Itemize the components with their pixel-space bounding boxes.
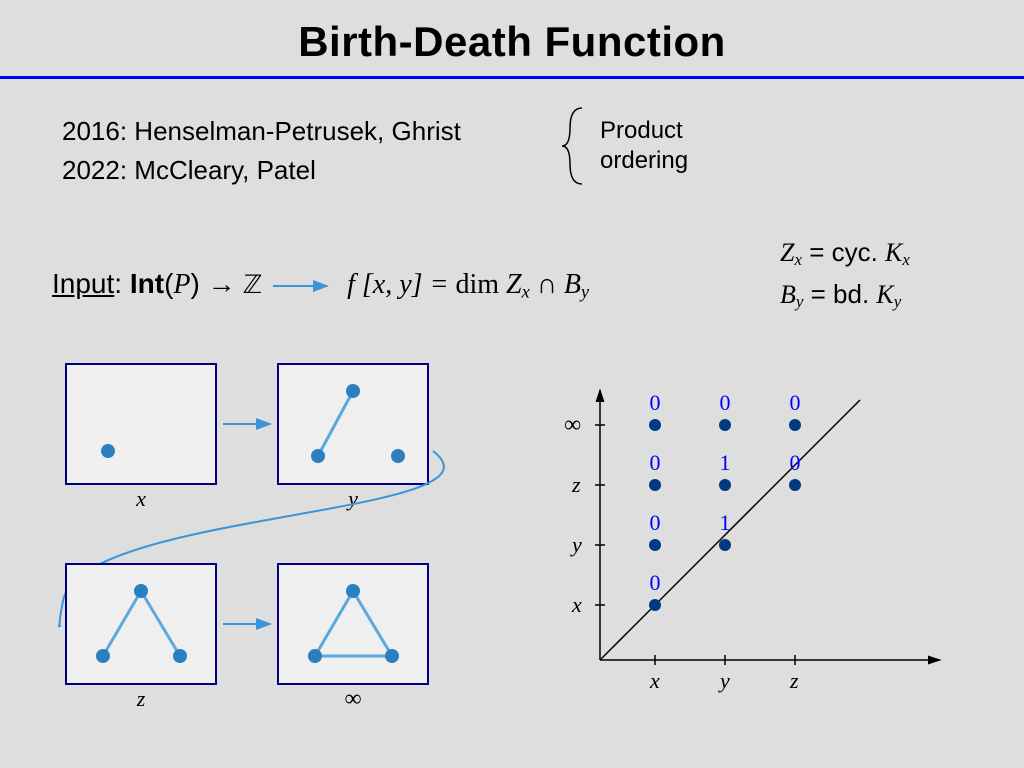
P-symbol: P — [173, 269, 190, 300]
x-tick-y: y — [718, 668, 730, 693]
val-x-x: 0 — [650, 570, 661, 595]
input-formula: Input: Int(P) → ℤ f [x, y] = dim Zx ∩ By — [52, 268, 589, 304]
val-inf-x: 0 — [650, 390, 661, 415]
box-label-inf: ∞ — [344, 686, 361, 712]
box-label-y: y — [346, 486, 358, 511]
definitions: Zx = cyc. Kx By = bd. Ky — [780, 232, 910, 315]
input-label: Input — [52, 268, 114, 299]
val-z-x: 0 — [650, 450, 661, 475]
val-y-x: 0 — [650, 510, 661, 535]
y-tick-x: x — [571, 592, 582, 617]
val-inf-z: 0 — [790, 390, 801, 415]
filtration-diagram: x y z ∞ — [58, 356, 488, 746]
y-tick-y: y — [570, 532, 582, 557]
by-def: By = bd. Ky — [780, 274, 910, 316]
box-label-x: x — [135, 486, 146, 511]
references: 2016: Henselman-Petrusek, Ghrist 2022: M… — [62, 112, 461, 190]
y-tick-inf: ∞ — [564, 412, 581, 438]
val-z-y: 1 — [720, 450, 731, 475]
slide-title: Birth-Death Function — [0, 0, 1024, 76]
brace-annotation: Product ordering — [560, 106, 688, 186]
zx-def: Zx = cyc. Kx — [780, 232, 910, 274]
integers-symbol: ℤ — [243, 272, 261, 300]
val-z-z: 0 — [790, 450, 801, 475]
val-y-y: 1 — [720, 510, 731, 535]
ref-line-2: 2022: McCleary, Patel — [62, 151, 461, 190]
brace-text-2: ordering — [600, 146, 688, 176]
brace-text-1: Product — [600, 116, 688, 146]
arrow-1: → — [208, 268, 236, 299]
f-formula: f [x, y] = dim Zx ∩ By — [347, 269, 589, 300]
blue-arrow-icon — [269, 277, 339, 295]
ref-line-1: 2016: Henselman-Petrusek, Ghrist — [62, 112, 461, 151]
title-rule — [0, 76, 1024, 79]
int-symbol: Int — [130, 268, 164, 299]
box-label-z: z — [136, 686, 146, 711]
x-tick-x: x — [649, 668, 660, 693]
val-inf-y: 0 — [720, 390, 731, 415]
persistence-grid: x y z x y z ∞ 0 0 0 0 1 0 0 1 0 — [540, 380, 970, 720]
curly-brace-icon — [560, 106, 590, 186]
x-tick-z: z — [789, 668, 799, 693]
y-tick-z: z — [571, 472, 581, 497]
